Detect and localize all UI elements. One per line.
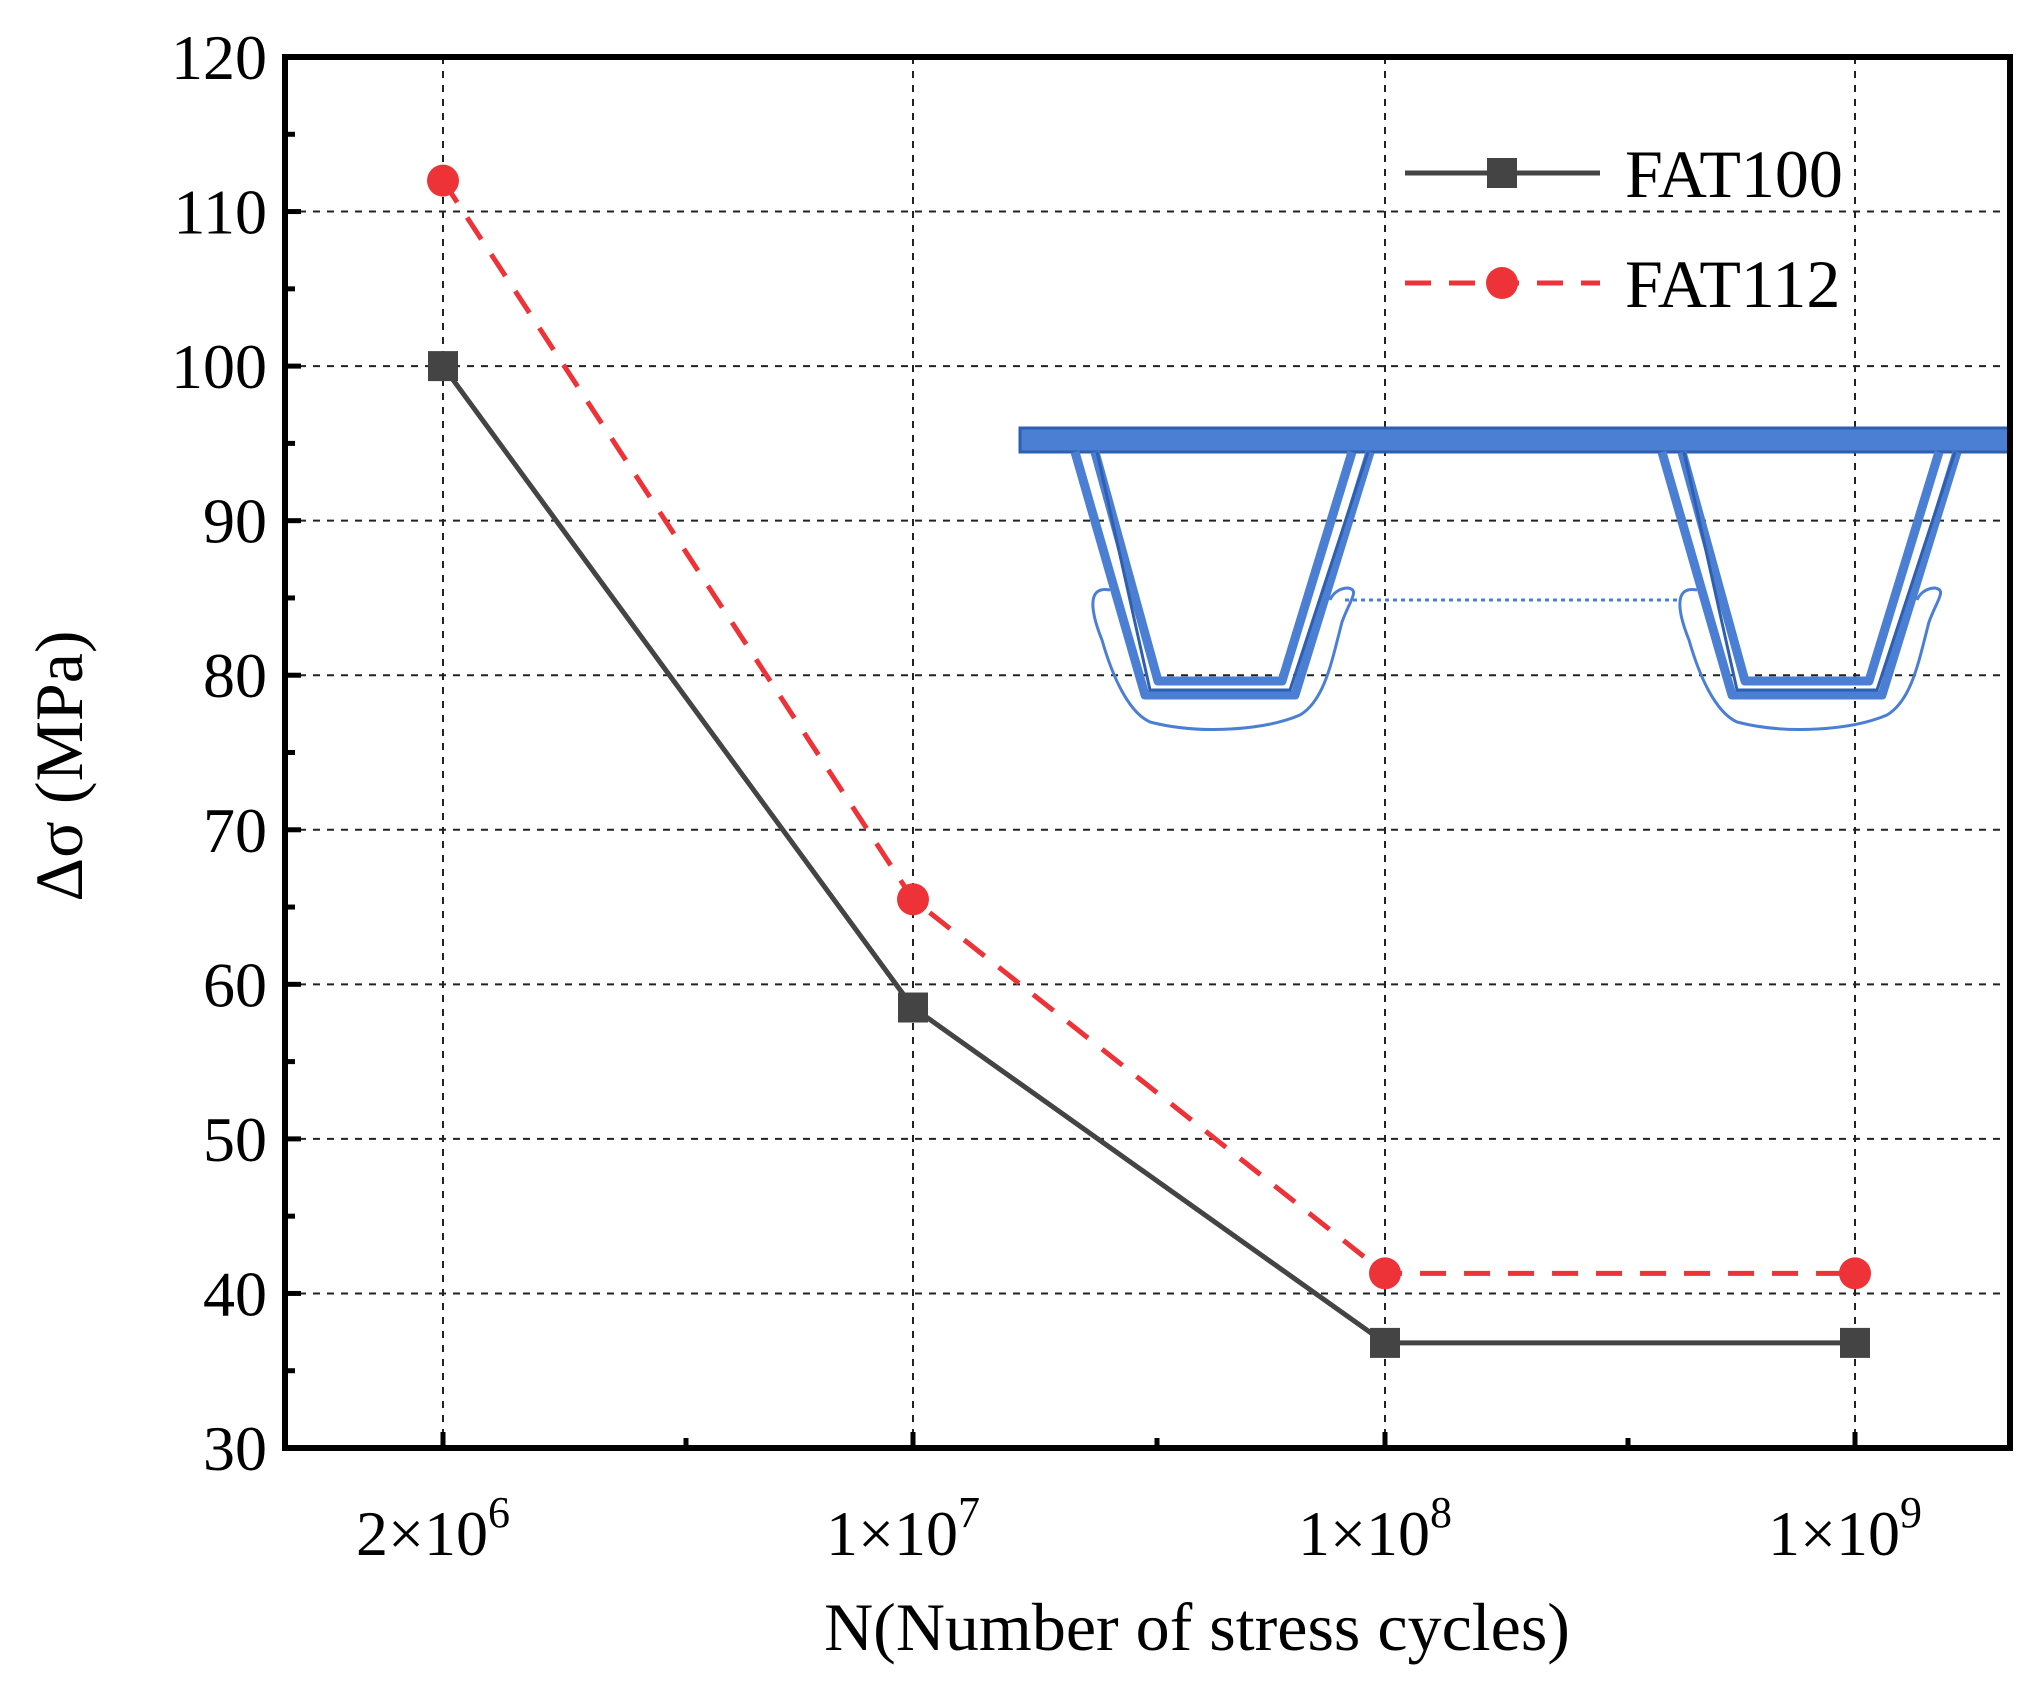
y-axis-title: Δσ (MPa): [21, 630, 97, 901]
tick-labels: 30 40 50 60 70 80 90 100 110 120 2×106 1×107 1×108 1×…: [171, 22, 1922, 1569]
x-tick-label: 1×107: [826, 1488, 980, 1569]
data-point-square: [428, 351, 458, 382]
legend: FAT100 FAT112: [1405, 136, 1843, 322]
y-tick-label: 30: [203, 1413, 267, 1484]
data-point-circle: [427, 164, 459, 197]
y-tick-label: 120: [171, 22, 267, 93]
x-tick-label: 1×108: [1298, 1488, 1452, 1569]
y-tick-label: 110: [173, 177, 267, 248]
series-fat100: [428, 351, 1870, 1358]
axes: [282, 54, 2013, 1451]
series-line: [440, 364, 1855, 1346]
legend-entry-fat100: FAT100: [1405, 136, 1843, 212]
data-point-square: [1840, 1327, 1870, 1358]
legend-marker-circle: [1486, 267, 1518, 299]
y-tick-label: 70: [203, 795, 267, 866]
legend-label: FAT112: [1625, 246, 1840, 322]
legend-marker-square: [1487, 158, 1517, 188]
x-axis-title: N(Number of stress cycles): [824, 1589, 1570, 1665]
x-tick-label: 1×109: [1768, 1488, 1922, 1569]
x-tick-label: 2×106: [356, 1488, 510, 1569]
y-tick-label: 40: [203, 1258, 267, 1329]
y-tick-label: 50: [203, 1104, 267, 1175]
series-fat112: [427, 164, 1871, 1290]
legend-label: FAT100: [1625, 136, 1843, 212]
data-point-circle: [1839, 1257, 1871, 1290]
data-point-circle: [1369, 1257, 1401, 1290]
data-point-square: [898, 992, 928, 1023]
legend-entry-fat112: FAT112: [1405, 246, 1840, 322]
data-point-circle: [897, 883, 929, 916]
y-tick-label: 100: [171, 331, 267, 402]
series-layer: [427, 164, 1871, 1358]
y-tick-label: 90: [203, 486, 267, 557]
y-tick-label: 80: [203, 640, 267, 711]
orthotropic-deck-u-rib-icon: [1018, 426, 2012, 731]
data-point-square: [1370, 1327, 1400, 1358]
y-tick-label: 60: [203, 949, 267, 1020]
series-line: [440, 179, 1855, 1276]
